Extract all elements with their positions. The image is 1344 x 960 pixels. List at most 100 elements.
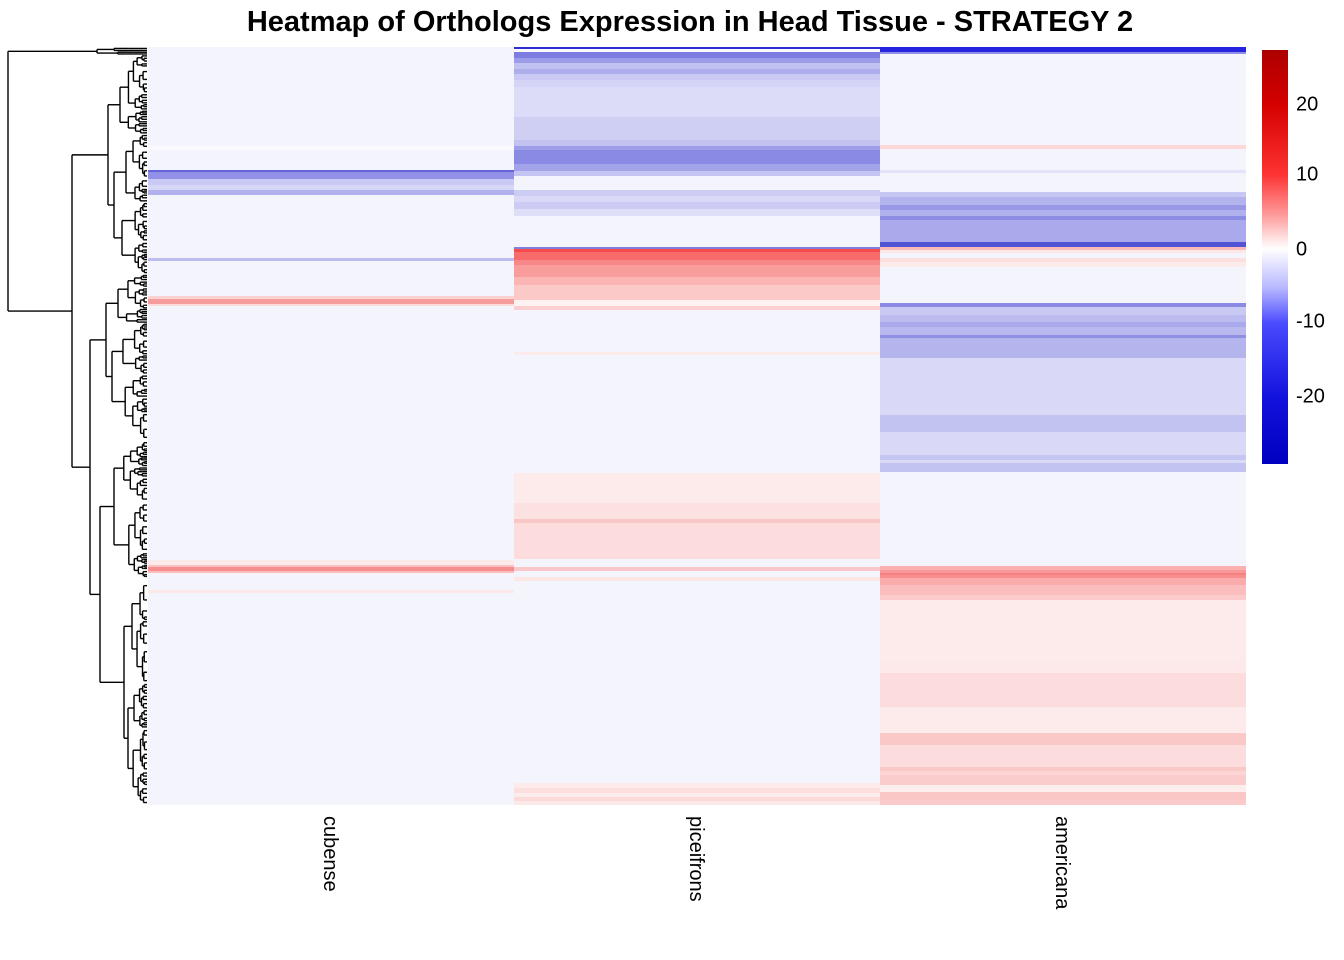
heatmap-band <box>148 145 514 151</box>
heatmap-band <box>514 190 880 197</box>
heatmap-band <box>880 573 1246 576</box>
heatmap-band <box>880 463 1246 473</box>
heatmap-band <box>880 262 1246 267</box>
heatmap-band <box>880 570 1246 574</box>
heatmap-band <box>880 774 1246 786</box>
heatmap-band <box>880 600 1246 661</box>
heatmap-band <box>514 62 880 69</box>
heatmap-band <box>514 472 880 504</box>
heatmap-band <box>148 190 514 195</box>
heatmap-band <box>880 460 1246 464</box>
heatmap-band <box>514 68 880 75</box>
heatmap-band <box>514 576 880 581</box>
heatmap-band <box>880 357 1246 416</box>
heatmap-band <box>514 49 880 53</box>
heatmap-column-piceifrons <box>514 47 880 805</box>
heatmap-band <box>148 172 514 179</box>
heatmap-band <box>514 52 880 59</box>
column-label-piceifrons: piceifrons <box>685 816 707 902</box>
heatmap-band <box>880 335 1246 339</box>
heatmap-band <box>880 707 1246 733</box>
heatmap-band <box>880 47 1246 53</box>
heatmap-band <box>514 116 880 141</box>
heatmap-band <box>148 570 514 574</box>
heatmap-band <box>880 326 1246 336</box>
heatmap-band <box>514 150 880 164</box>
heatmap-band <box>514 201 880 210</box>
heatmap-band <box>148 566 514 571</box>
heatmap-band <box>148 564 514 567</box>
heatmap-band <box>514 285 880 301</box>
heatmap-band <box>514 503 880 520</box>
heatmap-band <box>514 796 880 802</box>
legend-tick-label: 0 <box>1296 238 1308 261</box>
heatmap-band <box>880 191 1246 198</box>
heatmap-band <box>148 169 514 173</box>
heatmap-band <box>514 351 880 355</box>
heatmap-band <box>514 792 880 797</box>
heatmap-band <box>880 792 1246 800</box>
heatmap-band <box>880 219 1246 242</box>
heatmap-band <box>514 80 880 88</box>
heatmap-band <box>880 169 1246 173</box>
heatmap-band <box>880 578 1246 586</box>
heatmap-band <box>880 767 1246 771</box>
heatmap-band <box>514 300 880 307</box>
heatmap-band <box>514 276 880 285</box>
heatmap-column-americana <box>880 47 1246 805</box>
heatmap-band <box>514 248 880 252</box>
heatmap-band <box>880 209 1246 217</box>
heatmap-band <box>880 303 1246 307</box>
heatmap-band <box>514 519 880 523</box>
heatmap-band <box>880 575 1246 579</box>
heatmap-band <box>880 338 1246 358</box>
heatmap-band <box>148 184 514 191</box>
heatmap-band <box>514 265 880 277</box>
heatmap-band <box>148 178 514 185</box>
heatmap-band <box>148 303 514 307</box>
heatmap-band <box>514 306 880 311</box>
heatmap-band <box>880 204 1246 210</box>
column-label-cubense: cubense <box>319 816 341 892</box>
heatmap-band <box>148 257 514 261</box>
legend-tick-label: 10 <box>1296 163 1319 186</box>
heatmap-band <box>514 247 880 249</box>
heatmap-column-cubense <box>148 47 514 805</box>
legend-tick-label: -20 <box>1296 385 1325 408</box>
heatmap-band <box>514 788 880 793</box>
heatmap-band <box>514 259 880 266</box>
heatmap-band <box>514 171 880 176</box>
legend-tick-label: 20 <box>1296 93 1319 116</box>
legend-tick-label: -10 <box>1296 310 1325 333</box>
heatmap-band <box>880 144 1246 150</box>
heatmap-band <box>514 47 880 50</box>
heatmap-band <box>880 673 1246 708</box>
heatmap-band <box>880 52 1246 54</box>
heatmap-band <box>880 566 1246 570</box>
heatmap-band <box>880 770 1246 775</box>
color-scale-legend: 20 10 0 -10 -20 <box>1262 50 1344 464</box>
heatmap-band <box>880 585 1246 596</box>
heatmap-band <box>880 454 1246 461</box>
heatmap-band <box>514 140 880 147</box>
heatmap-band <box>880 306 1246 316</box>
heatmap-band <box>880 432 1246 455</box>
heatmap-band <box>514 566 880 571</box>
heatmap-band <box>514 163 880 172</box>
column-label-americana: americana <box>1051 816 1073 910</box>
heatmap-band <box>514 801 880 805</box>
heatmap-band <box>514 209 880 217</box>
color-scale-bar <box>1262 50 1288 464</box>
heatmap-band <box>514 146 880 151</box>
heatmap-band <box>514 783 880 789</box>
heatmap-band <box>880 745 1246 768</box>
heatmap-band <box>514 523 880 559</box>
heatmap-band <box>880 250 1246 254</box>
heatmap-band <box>880 197 1246 205</box>
heatmap-band <box>514 196 880 202</box>
heatmap-band <box>880 241 1246 248</box>
heatmap-band <box>880 799 1246 805</box>
heatmap-band <box>514 58 880 63</box>
heatmap-band <box>880 595 1246 601</box>
